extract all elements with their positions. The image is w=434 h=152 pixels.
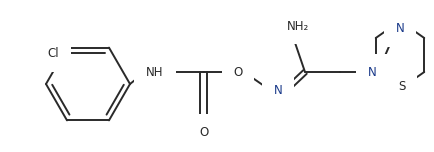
Text: O: O: [199, 126, 208, 138]
Text: NH₂: NH₂: [286, 19, 309, 33]
Text: S: S: [398, 81, 405, 93]
Text: N: N: [273, 83, 282, 97]
Text: NH: NH: [146, 66, 163, 78]
Text: N: N: [395, 22, 404, 36]
Text: N: N: [367, 66, 375, 78]
Text: Cl: Cl: [47, 47, 59, 60]
Text: O: O: [233, 66, 242, 78]
